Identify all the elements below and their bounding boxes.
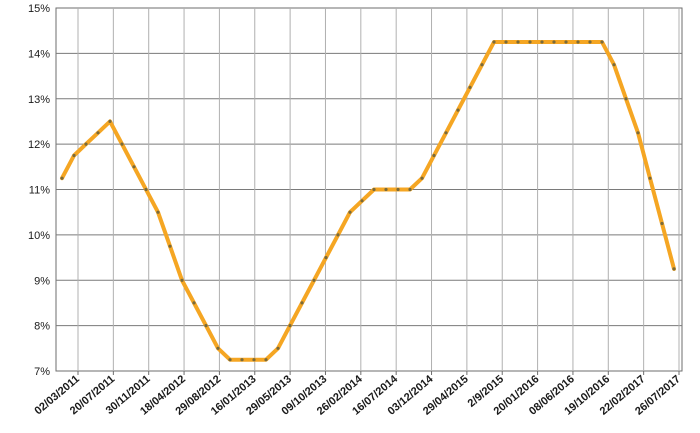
data-point <box>132 165 136 169</box>
data-point <box>168 244 172 248</box>
data-point <box>648 176 652 180</box>
data-point <box>396 187 400 192</box>
data-point <box>60 176 64 180</box>
data-point <box>156 210 160 214</box>
data-point <box>492 40 496 44</box>
data-point <box>384 187 388 192</box>
data-point <box>456 108 460 112</box>
data-point <box>84 142 88 146</box>
data-point <box>588 40 592 44</box>
data-point <box>300 301 304 305</box>
data-point <box>288 324 292 328</box>
data-point <box>444 131 448 135</box>
data-point <box>336 233 340 237</box>
data-point <box>264 358 268 362</box>
data-point <box>312 278 316 282</box>
data-point <box>420 176 424 180</box>
data-point <box>108 119 112 123</box>
y-tick-label: 11% <box>29 185 50 197</box>
data-point <box>144 187 148 192</box>
data-point <box>636 131 640 135</box>
data-point <box>660 221 664 226</box>
data-point <box>552 40 556 44</box>
data-point <box>324 256 328 260</box>
y-tick-label: 15% <box>28 3 50 15</box>
data-point <box>504 40 508 44</box>
data-point <box>468 85 472 89</box>
data-point <box>96 131 100 135</box>
data-point <box>528 40 532 44</box>
data-point <box>372 187 376 192</box>
y-tick-label: 7% <box>34 366 50 378</box>
y-tick-label: 14% <box>28 48 50 60</box>
data-point <box>600 40 604 44</box>
grid-layer <box>55 7 683 372</box>
y-tick-label: 12% <box>28 139 50 151</box>
data-point <box>180 278 184 282</box>
data-point <box>672 267 676 271</box>
y-tick-label: 9% <box>34 275 50 287</box>
y-tick-label: 10% <box>28 230 50 242</box>
data-point <box>72 153 76 158</box>
series-line <box>60 40 676 362</box>
data-point <box>480 63 484 67</box>
data-point <box>276 346 280 350</box>
data-point <box>612 63 616 67</box>
data-point <box>360 199 364 203</box>
data-point <box>576 40 580 44</box>
data-point <box>540 40 544 44</box>
data-point <box>252 358 256 362</box>
data-point <box>516 40 520 44</box>
data-point <box>120 142 124 146</box>
data-point <box>216 346 220 350</box>
data-point <box>432 153 436 158</box>
data-point <box>564 40 568 44</box>
data-point <box>348 210 352 214</box>
data-point <box>624 97 628 101</box>
data-point <box>408 187 412 192</box>
y-tick-label: 8% <box>34 321 50 333</box>
series-layer <box>60 40 676 362</box>
data-point <box>228 358 232 362</box>
data-point <box>240 358 244 362</box>
y-tick-label: 13% <box>28 94 50 106</box>
data-point <box>204 324 208 328</box>
data-point <box>192 301 196 305</box>
marker-layer <box>60 40 676 362</box>
